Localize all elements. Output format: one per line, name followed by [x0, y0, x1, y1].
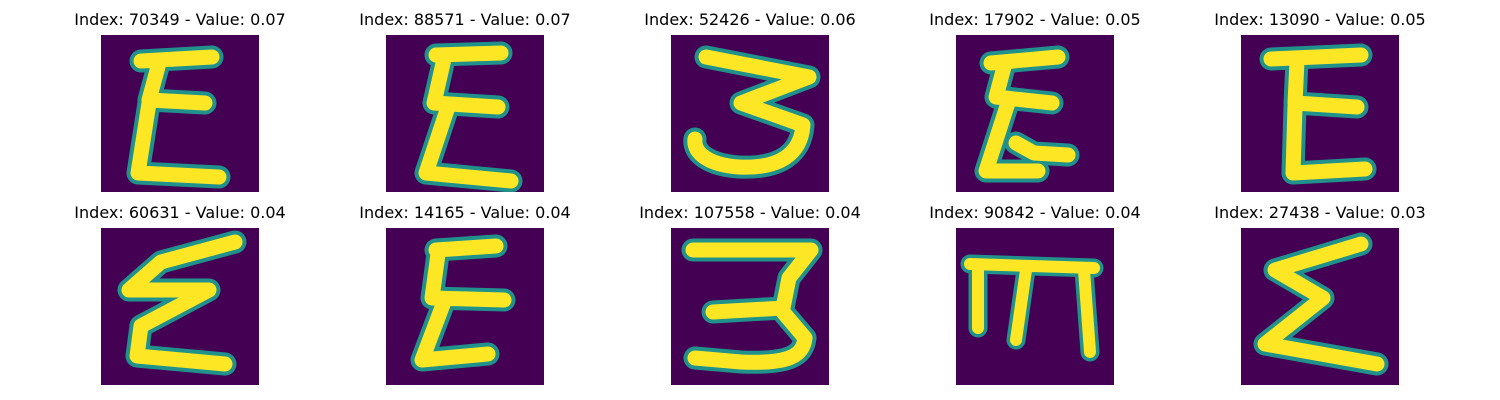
- panel-8: Index: 107558 - Value: 0.04: [600, 203, 900, 393]
- panel-title: Index: 13090 - Value: 0.05: [1214, 10, 1426, 29]
- panel-3: Index: 52426 - Value: 0.06: [600, 10, 900, 200]
- panel-4: Index: 17902 - Value: 0.05: [885, 10, 1185, 200]
- panel-title: Index: 17902 - Value: 0.05: [929, 10, 1141, 29]
- panel-title: Index: 14165 - Value: 0.04: [359, 203, 571, 222]
- panel-6: Index: 60631 - Value: 0.04: [30, 203, 330, 393]
- panel-title: Index: 107558 - Value: 0.04: [639, 203, 861, 222]
- panel-title: Index: 27438 - Value: 0.03: [1214, 203, 1426, 222]
- letter-image: [386, 228, 544, 385]
- panel-5: Index: 13090 - Value: 0.05: [1170, 10, 1470, 200]
- panel-7: Index: 14165 - Value: 0.04: [315, 203, 615, 393]
- letter-image: [1241, 35, 1399, 192]
- letter-image: [956, 228, 1114, 385]
- panel-title: Index: 88571 - Value: 0.07: [359, 10, 571, 29]
- panel-title: Index: 70349 - Value: 0.07: [74, 10, 286, 29]
- letter-image: [671, 35, 829, 192]
- letter-image: [101, 35, 259, 192]
- letter-image: [101, 228, 259, 385]
- panel-title: Index: 90842 - Value: 0.04: [929, 203, 1141, 222]
- panel-2: Index: 88571 - Value: 0.07: [315, 10, 615, 200]
- panel-title: Index: 52426 - Value: 0.06: [644, 10, 856, 29]
- letter-image: [386, 35, 544, 192]
- panel-9: Index: 90842 - Value: 0.04: [885, 203, 1185, 393]
- panel-1: Index: 70349 - Value: 0.07: [30, 10, 330, 200]
- panel-title: Index: 60631 - Value: 0.04: [74, 203, 286, 222]
- letter-image: [956, 35, 1114, 192]
- letter-image: [671, 228, 829, 385]
- letter-image: [1241, 228, 1399, 385]
- panel-10: Index: 27438 - Value: 0.03: [1170, 203, 1470, 393]
